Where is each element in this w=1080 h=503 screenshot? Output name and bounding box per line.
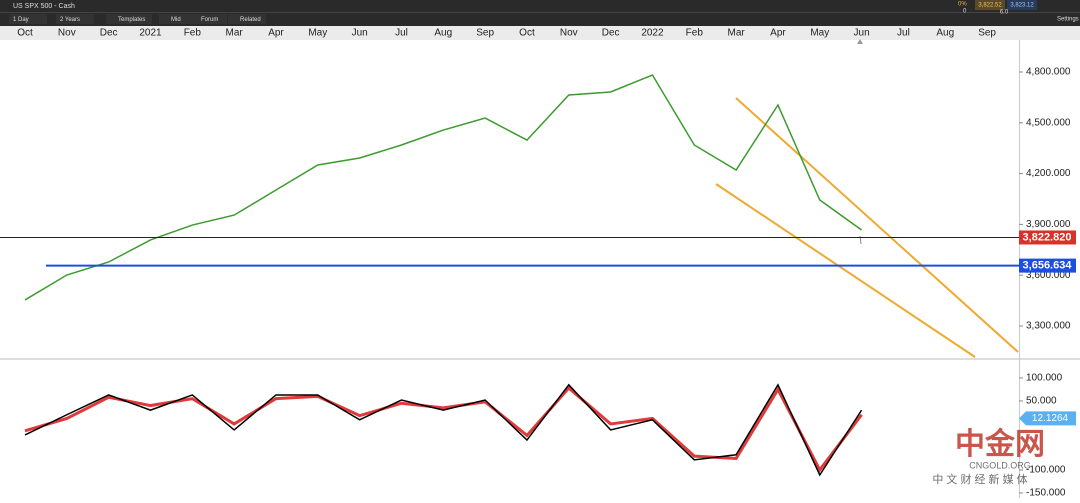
x-tick-label: Apr bbox=[268, 28, 284, 39]
settings[interactable]: Settings bbox=[1057, 17, 1079, 23]
bid[interactable]: 3,822.52 bbox=[978, 3, 1002, 9]
x-tick-label: Mar bbox=[727, 28, 745, 39]
ask-box[interactable] bbox=[1007, 0, 1037, 10]
toolbar-button[interactable] bbox=[228, 14, 266, 24]
series-line bbox=[24, 74, 863, 301]
y-tick-label: 4,500.000 bbox=[1026, 117, 1071, 128]
x-tick-label: Sep bbox=[978, 28, 996, 39]
x-tick-label: Aug bbox=[434, 28, 452, 39]
time-marker bbox=[857, 39, 863, 44]
toolbar-button-label[interactable]: Forum bbox=[201, 17, 218, 23]
x-tick-label: Oct bbox=[519, 28, 535, 39]
y-tick-label: 3,900.000 bbox=[1026, 219, 1071, 230]
y-tick-label: 3,600.000 bbox=[1026, 270, 1071, 281]
toolbar-button-label[interactable]: Mid bbox=[171, 17, 181, 23]
toolbar-button[interactable] bbox=[9, 14, 47, 24]
y-tick-label: 4,200.000 bbox=[1026, 168, 1071, 179]
x-tick-label: Dec bbox=[602, 28, 620, 39]
volume: 0 bbox=[963, 9, 967, 15]
price-label-box bbox=[1019, 230, 1076, 245]
toolbar-button[interactable] bbox=[159, 14, 197, 24]
y-tick-label: -150.000 bbox=[1026, 488, 1066, 498]
x-tick-label: May bbox=[810, 28, 829, 39]
y-tick-label: 4,800.000 bbox=[1026, 67, 1071, 78]
price-label: 3,656.634 bbox=[1023, 260, 1073, 272]
change: 0% bbox=[958, 2, 967, 8]
symbol[interactable]: US SPX 500 - Cash bbox=[13, 3, 75, 10]
trend-line bbox=[715, 183, 976, 358]
x-tick-label: Sep bbox=[476, 28, 494, 39]
x-tick-label: Feb bbox=[686, 28, 704, 39]
x-tick-label: Oct bbox=[17, 28, 33, 39]
x-tick-label: Jul bbox=[395, 28, 408, 39]
spread: 6.0 bbox=[1000, 10, 1009, 16]
series-line bbox=[24, 383, 863, 477]
price-label: 3,822.820 bbox=[1023, 231, 1072, 243]
bid-box[interactable] bbox=[975, 0, 1005, 10]
watermark-logo: 中金网 bbox=[955, 427, 1045, 461]
y-tick-label: -100.000 bbox=[1026, 465, 1066, 476]
x-tick-label: Nov bbox=[560, 28, 578, 39]
toolbar-button-label[interactable]: Related bbox=[240, 17, 261, 23]
series-line bbox=[24, 385, 863, 473]
x-tick-label: Feb bbox=[184, 28, 202, 39]
time-axis bbox=[0, 26, 1080, 40]
x-tick-label: Nov bbox=[58, 28, 76, 39]
watermark-slogan: 中 文 财 经 新 媒 体 bbox=[932, 472, 1027, 486]
toolbar-button[interactable] bbox=[56, 14, 94, 24]
toolbar-button[interactable] bbox=[189, 14, 227, 24]
y-tick-label: 100.000 bbox=[1026, 373, 1063, 384]
x-tick-label: Jul bbox=[897, 28, 910, 39]
toolbar-button[interactable] bbox=[106, 14, 152, 24]
x-tick-label: May bbox=[308, 28, 327, 39]
ask[interactable]: 3,823.12 bbox=[1010, 3, 1034, 9]
toolbar-button-label[interactable]: 2 Years bbox=[60, 17, 80, 23]
trend-line bbox=[735, 97, 1019, 353]
x-tick-label: Jun bbox=[352, 28, 368, 39]
price-label-box bbox=[1019, 258, 1076, 273]
x-tick-label: Dec bbox=[100, 28, 118, 39]
toolbar-button-label[interactable]: 1 Day bbox=[13, 17, 29, 23]
x-tick-label: Jun bbox=[854, 28, 870, 39]
x-tick-label: 2022 bbox=[641, 28, 664, 39]
x-tick-label: Aug bbox=[936, 28, 954, 39]
y-tick-label: 3,300.000 bbox=[1026, 321, 1071, 332]
indicator-label-box bbox=[1019, 411, 1076, 426]
indicator-label: 12.1264 bbox=[1032, 413, 1069, 424]
x-tick-label: Mar bbox=[226, 28, 244, 39]
watermark-site: CNGOLD.ORG bbox=[969, 460, 1031, 470]
y-tick-label: 50.000 bbox=[1026, 396, 1057, 407]
x-tick-label: 2021 bbox=[139, 28, 162, 39]
x-tick-label: Apr bbox=[770, 28, 786, 39]
toolbar-button-label[interactable]: Templates bbox=[118, 17, 145, 23]
